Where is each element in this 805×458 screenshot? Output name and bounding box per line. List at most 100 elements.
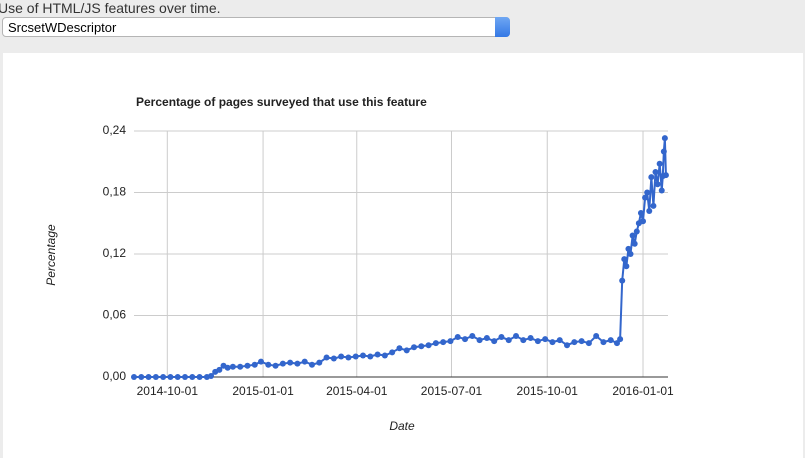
data-point bbox=[287, 359, 294, 366]
data-point bbox=[627, 251, 634, 257]
data-point bbox=[629, 232, 636, 239]
data-point bbox=[564, 342, 571, 349]
data-point bbox=[330, 355, 337, 362]
data-point bbox=[208, 372, 215, 379]
data-point bbox=[403, 347, 410, 354]
data-point bbox=[182, 374, 189, 380]
x-tick-label: 2015-10-01 bbox=[517, 384, 579, 398]
data-point bbox=[556, 337, 563, 344]
data-point bbox=[360, 352, 367, 359]
data-point bbox=[396, 345, 403, 352]
data-point bbox=[469, 333, 476, 339]
data-point bbox=[323, 354, 330, 361]
data-point bbox=[549, 339, 556, 346]
data-point bbox=[656, 160, 663, 167]
data-point bbox=[309, 361, 315, 368]
data-point bbox=[571, 339, 578, 346]
data-point bbox=[505, 337, 512, 344]
data-point bbox=[237, 363, 244, 370]
data-point bbox=[578, 338, 585, 345]
data-point bbox=[138, 374, 145, 380]
data-point bbox=[662, 172, 669, 179]
data-point bbox=[454, 334, 461, 341]
data-point bbox=[196, 374, 203, 380]
data-point bbox=[661, 135, 668, 142]
data-point bbox=[613, 340, 620, 347]
data-point bbox=[633, 228, 640, 235]
chart-title: Percentage of pages surveyed that use th… bbox=[136, 95, 427, 109]
data-point bbox=[619, 277, 626, 284]
data-point bbox=[498, 334, 505, 341]
data-point bbox=[654, 181, 661, 188]
data-point bbox=[251, 361, 258, 368]
data-line bbox=[134, 138, 667, 378]
data-point bbox=[265, 361, 272, 368]
data-point bbox=[648, 174, 655, 181]
data-point bbox=[652, 169, 659, 175]
data-point bbox=[491, 338, 498, 345]
data-point bbox=[152, 374, 159, 380]
data-point bbox=[418, 343, 425, 350]
data-point bbox=[585, 340, 592, 347]
y-tick-label: 0,06 bbox=[103, 308, 127, 322]
x-axis-label: Date bbox=[389, 419, 415, 433]
data-point bbox=[345, 354, 352, 361]
y-tick-label: 0,18 bbox=[103, 185, 127, 199]
data-point bbox=[160, 374, 167, 380]
data-point bbox=[462, 336, 469, 343]
data-point bbox=[637, 210, 644, 216]
data-point bbox=[607, 337, 614, 344]
x-tick-label: 2014-10-01 bbox=[137, 384, 199, 398]
data-point bbox=[650, 202, 657, 209]
data-point bbox=[174, 374, 181, 380]
data-point bbox=[257, 358, 264, 365]
data-point bbox=[411, 344, 418, 351]
y-tick-label: 0,00 bbox=[103, 369, 127, 383]
select-value: SrcsetWDescriptor bbox=[8, 20, 117, 35]
data-point bbox=[513, 333, 520, 339]
data-point bbox=[646, 207, 653, 214]
data-point bbox=[167, 374, 174, 380]
data-point bbox=[660, 148, 667, 155]
data-point bbox=[301, 358, 308, 365]
data-point bbox=[542, 336, 549, 343]
x-tick-label: 2015-04-01 bbox=[326, 384, 388, 398]
data-point bbox=[483, 335, 490, 342]
data-point bbox=[600, 339, 607, 346]
header-label: Use of HTML/JS features over time. bbox=[0, 0, 221, 16]
x-tick-label: 2015-07-01 bbox=[421, 384, 483, 398]
data-point bbox=[367, 353, 374, 360]
y-tick-label: 0,12 bbox=[103, 246, 127, 260]
data-point bbox=[244, 362, 251, 369]
data-point bbox=[621, 256, 628, 263]
select-arrow[interactable] bbox=[495, 17, 510, 37]
data-point bbox=[272, 362, 279, 369]
data-point bbox=[216, 366, 223, 373]
data-point bbox=[316, 359, 323, 366]
data-point bbox=[440, 339, 447, 346]
chart-panel bbox=[3, 53, 803, 458]
data-point bbox=[520, 337, 527, 344]
data-point bbox=[294, 360, 301, 367]
data-point bbox=[279, 360, 286, 367]
feature-select[interactable]: SrcsetWDescriptor bbox=[2, 17, 510, 37]
data-point bbox=[131, 374, 137, 380]
data-point bbox=[593, 333, 600, 339]
data-point bbox=[625, 245, 632, 252]
data-point bbox=[631, 240, 638, 247]
data-point bbox=[374, 351, 381, 358]
data-point bbox=[189, 374, 196, 380]
y-axis-label: Percentage bbox=[44, 224, 58, 286]
x-tick-label: 2016-01-01 bbox=[612, 384, 674, 398]
data-point bbox=[447, 338, 454, 345]
data-point bbox=[527, 335, 534, 342]
data-point bbox=[145, 374, 152, 380]
data-point bbox=[642, 194, 649, 201]
data-point bbox=[338, 353, 345, 360]
data-point bbox=[389, 349, 396, 356]
data-point bbox=[432, 340, 439, 347]
data-point bbox=[381, 352, 388, 359]
data-point bbox=[229, 363, 236, 370]
